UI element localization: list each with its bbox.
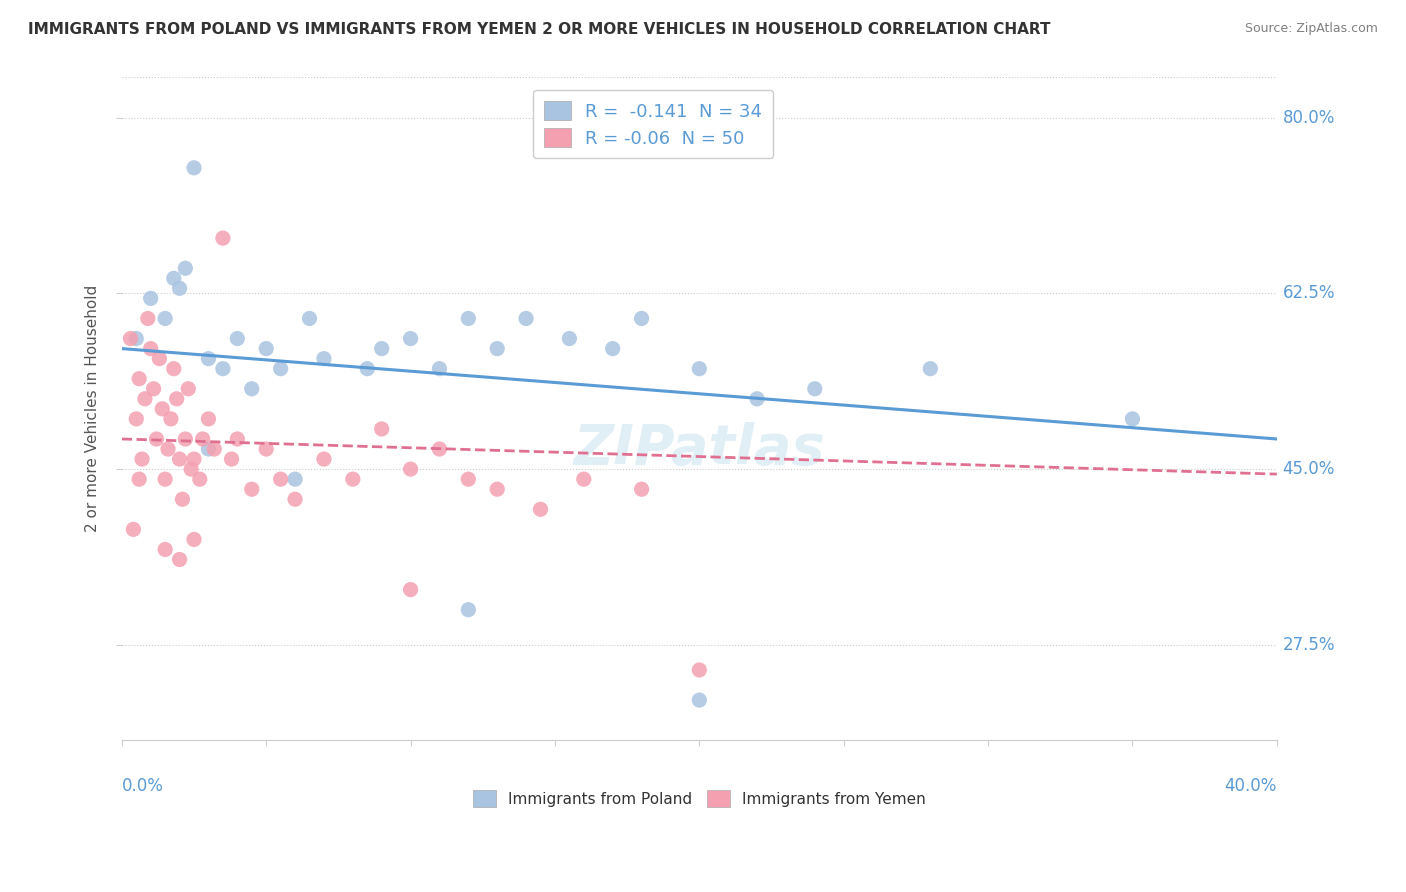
Point (174, 261, 197, 276)
Point (128, 372, 150, 386)
Point (688, 663, 710, 677)
Point (166, 392, 188, 406)
Point (602, 342, 624, 356)
Point (136, 311, 159, 326)
Point (399, 582, 422, 597)
Point (370, 342, 392, 356)
Point (240, 482, 263, 496)
Point (197, 442, 219, 456)
Point (312, 351, 335, 366)
Point (191, 432, 214, 446)
Y-axis label: 2 or more Vehicles in Household: 2 or more Vehicles in Household (86, 285, 100, 533)
Legend: Immigrants from Poland, Immigrants from Yemen: Immigrants from Poland, Immigrants from … (467, 784, 932, 814)
Point (745, 392, 768, 406)
Point (212, 361, 235, 376)
Point (202, 442, 225, 456)
Point (150, 401, 173, 416)
Point (183, 452, 205, 467)
Point (197, 412, 219, 426)
Text: 62.5%: 62.5% (1282, 285, 1336, 302)
Text: ZIPatlas: ZIPatlas (574, 422, 825, 475)
Point (163, 271, 186, 285)
Text: 80.0%: 80.0% (1282, 109, 1334, 127)
Point (153, 542, 176, 557)
Point (312, 452, 335, 467)
Point (572, 472, 595, 486)
Point (145, 432, 167, 446)
Point (153, 311, 176, 326)
Point (197, 351, 219, 366)
Point (630, 311, 652, 326)
Point (254, 342, 277, 356)
Point (122, 522, 145, 536)
Point (529, 502, 551, 516)
Point (486, 342, 509, 356)
Text: 27.5%: 27.5% (1282, 636, 1336, 654)
Point (356, 361, 378, 376)
Point (457, 311, 479, 326)
Point (172, 492, 194, 507)
Point (630, 482, 652, 496)
Point (804, 382, 827, 396)
Point (688, 361, 710, 376)
Point (139, 342, 162, 356)
Point (169, 281, 191, 295)
Point (342, 472, 364, 486)
Text: 40.0%: 40.0% (1225, 777, 1277, 795)
Point (139, 292, 162, 306)
Point (240, 382, 263, 396)
Point (429, 442, 451, 456)
Point (169, 452, 191, 467)
Point (183, 533, 205, 547)
Point (183, 161, 205, 175)
Point (226, 432, 249, 446)
Point (270, 472, 292, 486)
Point (558, 332, 581, 346)
Point (148, 351, 170, 366)
Point (188, 472, 211, 486)
Point (128, 472, 150, 486)
Point (226, 332, 249, 346)
Point (221, 452, 243, 467)
Point (457, 472, 479, 486)
Point (399, 332, 422, 346)
Text: 0.0%: 0.0% (122, 777, 163, 795)
Point (399, 462, 422, 476)
Point (284, 492, 307, 507)
Text: Source: ZipAtlas.com: Source: ZipAtlas.com (1244, 22, 1378, 36)
Point (920, 361, 942, 376)
Point (688, 693, 710, 707)
Point (429, 361, 451, 376)
Point (142, 382, 165, 396)
Point (125, 412, 148, 426)
Point (212, 231, 235, 245)
Point (298, 311, 321, 326)
Text: IMMIGRANTS FROM POLAND VS IMMIGRANTS FROM YEMEN 2 OR MORE VEHICLES IN HOUSEHOLD : IMMIGRANTS FROM POLAND VS IMMIGRANTS FRO… (28, 22, 1050, 37)
Point (153, 472, 176, 486)
Point (370, 422, 392, 436)
Point (515, 311, 537, 326)
Point (284, 472, 307, 486)
Point (177, 382, 200, 396)
Point (180, 462, 202, 476)
Point (157, 442, 180, 456)
Point (125, 332, 148, 346)
Point (486, 482, 509, 496)
Point (160, 412, 183, 426)
Point (457, 603, 479, 617)
Point (174, 432, 197, 446)
Point (1121, 412, 1143, 426)
Point (169, 552, 191, 566)
Point (134, 392, 156, 406)
Point (270, 361, 292, 376)
Text: 45.0%: 45.0% (1282, 460, 1334, 478)
Point (131, 452, 153, 467)
Point (163, 361, 186, 376)
Point (254, 442, 277, 456)
Point (120, 332, 142, 346)
